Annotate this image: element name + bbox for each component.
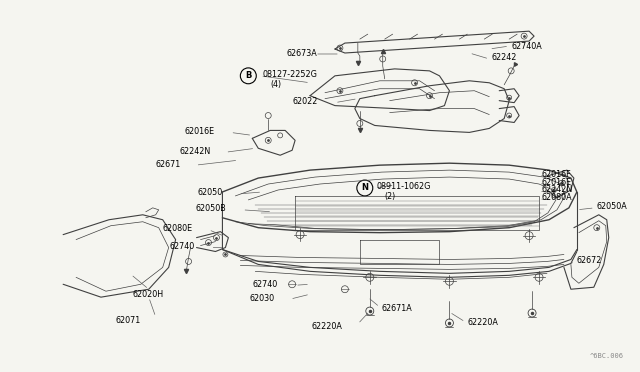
Text: 62020H: 62020H — [133, 290, 164, 299]
Text: 62080A: 62080A — [541, 193, 572, 202]
Text: N: N — [362, 183, 368, 192]
Text: 62740A: 62740A — [511, 42, 542, 51]
Text: 08127-2252G: 08127-2252G — [262, 70, 317, 79]
Text: 62672: 62672 — [577, 256, 602, 265]
Text: 62016F: 62016F — [541, 170, 571, 179]
Text: 62016E: 62016E — [184, 127, 214, 136]
Text: 62673A: 62673A — [286, 48, 317, 58]
Text: 62220A: 62220A — [467, 318, 498, 327]
Text: (4): (4) — [270, 80, 282, 89]
Text: B: B — [245, 71, 252, 80]
Text: 08911-1062G: 08911-1062G — [377, 183, 431, 192]
Text: 62671: 62671 — [156, 160, 180, 169]
Text: 62022: 62022 — [292, 97, 318, 106]
Text: 62080E: 62080E — [163, 224, 193, 233]
Text: (2): (2) — [385, 192, 396, 201]
Text: 62050B: 62050B — [196, 204, 227, 213]
Text: ^6BC.006: ^6BC.006 — [589, 353, 623, 359]
Text: 62016E: 62016E — [541, 177, 571, 186]
Text: 62242N: 62242N — [541, 186, 572, 195]
Text: 62030: 62030 — [249, 294, 274, 303]
Text: 62071: 62071 — [116, 317, 141, 326]
Text: 62671A: 62671A — [381, 304, 413, 312]
Text: 62220A: 62220A — [311, 323, 342, 331]
Text: 62242: 62242 — [492, 54, 516, 62]
Text: 62050: 62050 — [197, 189, 223, 198]
Text: 62740: 62740 — [253, 280, 278, 289]
Text: 62242N: 62242N — [179, 147, 211, 156]
Text: 62740: 62740 — [170, 242, 195, 251]
Text: 62050A: 62050A — [596, 202, 628, 211]
